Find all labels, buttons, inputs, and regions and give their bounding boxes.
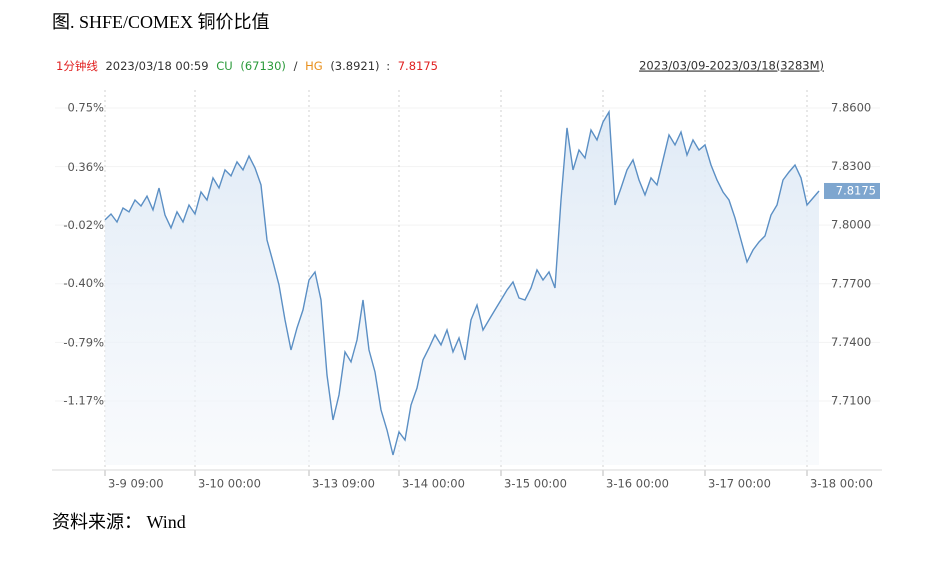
period: 1分钟线	[56, 59, 98, 73]
y-tick-label: -0.79%	[63, 336, 104, 350]
y-tick-label: -0.02%	[63, 218, 104, 232]
time: 2023/03/18 00:59	[105, 59, 208, 73]
colon: :	[386, 59, 390, 73]
y2-tick-label: 7.8000	[831, 218, 871, 232]
x-tick-label: 3-9 09:00	[108, 477, 164, 491]
y-tick-label: -0.40%	[63, 276, 104, 290]
hg-label: HG	[305, 59, 323, 73]
x-tick-label: 3-13 09:00	[312, 477, 375, 491]
y2-tick-label: 7.7100	[831, 393, 871, 407]
last-value-tag	[824, 182, 880, 199]
labels: 0.75% 0.36% -0.02% -0.40% -0.79% -1.17% 7.8600…	[63, 100, 880, 491]
y2-tick-label: 7.7400	[831, 335, 871, 349]
separator: /	[294, 59, 298, 73]
cu-value: (67130)	[240, 59, 286, 73]
info-line: 1分钟线 2023/03/18 00:59 CU (67130) / HG (3…	[56, 59, 438, 73]
x-tick-label: 3-17 00:00	[708, 477, 771, 491]
area	[105, 111, 819, 466]
y2-tick-label: 7.8600	[831, 100, 871, 114]
hg-value: (3.8921)	[330, 59, 379, 73]
x-tick-label: 3-15 00:00	[504, 477, 567, 491]
y2-tick-label: 7.7700	[831, 276, 871, 290]
range-label[interactable]: 2023/03/09-2023/03/18(3283M)	[639, 59, 824, 73]
x-tick-label: 3-18 00:00	[810, 477, 873, 491]
marks	[104, 109, 820, 466]
source: 资料来源： Wind	[52, 512, 186, 532]
y-tick-label: 0.75%	[67, 101, 104, 115]
line	[104, 109, 820, 456]
x-tick-label: 3-14 00:00	[402, 477, 465, 491]
y2-tick-label: 7.8300	[831, 159, 871, 173]
chart-title: 图. SHFE/COMEX 铜价比值	[52, 12, 270, 32]
y-tick-label: -1.17%	[63, 394, 104, 408]
x-tick-label: 3-10 00:00	[198, 477, 261, 491]
ratio: 7.8175	[398, 59, 438, 73]
last-value-label: 7.8175	[836, 183, 876, 197]
x-tick-label: 3-16 00:00	[606, 477, 669, 491]
cu-label: CU	[216, 59, 232, 73]
y-tick-label: 0.36%	[67, 160, 104, 174]
